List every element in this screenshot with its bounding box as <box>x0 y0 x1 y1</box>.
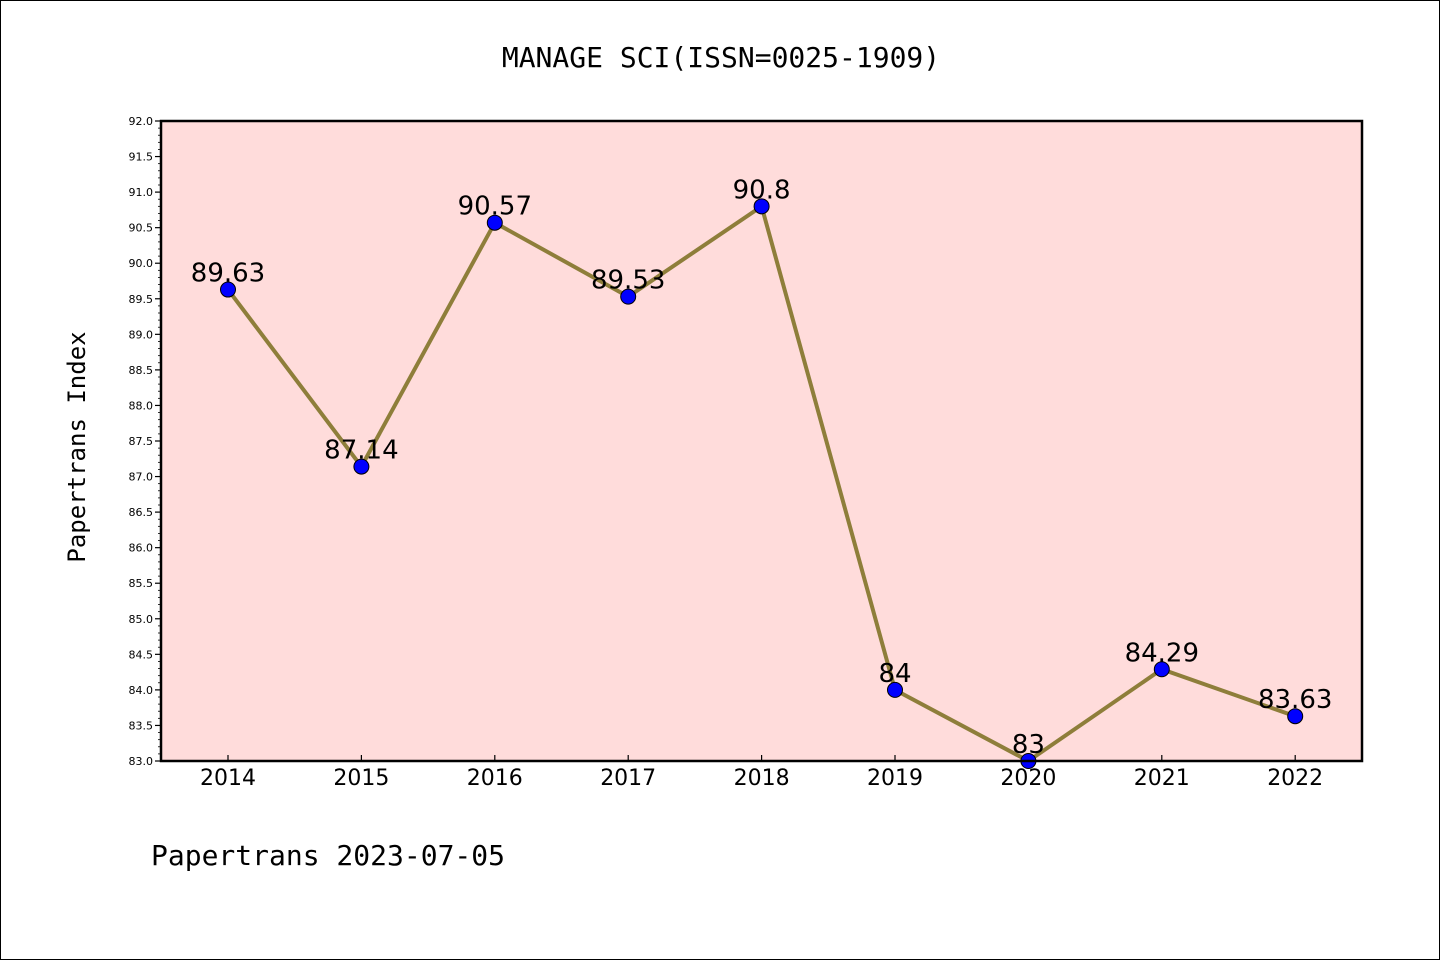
x-tick-label: 2017 <box>600 766 656 791</box>
data-points <box>220 198 1304 769</box>
data-label: 89.53 <box>591 266 665 296</box>
data-point <box>1287 708 1304 725</box>
data-label: 83.63 <box>1258 685 1332 715</box>
y-tick-label: 84.0 <box>129 684 154 697</box>
data-labels: 89.63 87.14 90.57 89.53 90.8 84 83 84.29 83.63 <box>191 175 1333 760</box>
data-label: 90.57 <box>458 192 532 222</box>
x-tick-label: 2014 <box>200 766 256 791</box>
data-label: 89.63 <box>191 259 265 289</box>
y-axis: 83.0 83.5 84.0 84.5 85.0 85.5 86.0 86.5 87.0 87.5… <box>129 115 161 768</box>
y-tick-label: 90.5 <box>129 222 154 235</box>
x-tick-label: 2019 <box>867 766 923 791</box>
y-tick-label: 83.0 <box>129 755 154 768</box>
data-label: 87.14 <box>324 436 398 466</box>
x-tick-label: 2022 <box>1267 766 1323 791</box>
y-tick-label: 86.0 <box>129 542 154 555</box>
y-tick-label: 85.5 <box>129 577 154 590</box>
y-tick-label: 92.0 <box>129 115 154 128</box>
x-tick-label: 2016 <box>467 766 523 791</box>
footer-note: Papertrans 2023-07-05 <box>151 839 505 872</box>
data-point <box>620 288 637 305</box>
y-tick-label: 88.0 <box>129 399 154 412</box>
x-axis: 2014 2015 2016 2017 2018 2019 2020 2021 2022 <box>200 755 1323 791</box>
data-point <box>1153 661 1170 678</box>
data-point <box>353 458 370 475</box>
y-tick-label: 86.5 <box>129 506 154 519</box>
y-tick-label: 87.0 <box>129 471 154 484</box>
y-tick-label: 87.5 <box>129 435 154 448</box>
data-point <box>887 681 903 698</box>
y-tick-label: 90.0 <box>129 257 154 270</box>
plot-area <box>161 121 1362 761</box>
x-tick-label: 2015 <box>333 766 389 791</box>
x-tick-label: 2020 <box>1000 766 1056 791</box>
data-point <box>220 281 236 298</box>
y-tick-label: 83.5 <box>129 719 154 732</box>
data-label: 84.29 <box>1125 638 1199 668</box>
y-tick-label: 84.5 <box>129 648 154 661</box>
data-point <box>486 214 503 231</box>
y-tick-label: 89.0 <box>129 328 154 341</box>
data-label: 83 <box>1012 730 1045 760</box>
chart-title: MANAGE SCI(ISSN=0025-1909) <box>502 41 940 74</box>
data-point <box>753 198 770 215</box>
y-tick-label: 89.5 <box>129 293 154 306</box>
data-label: 90.8 <box>733 175 791 205</box>
y-tick-label: 88.5 <box>129 364 154 377</box>
data-label: 84 <box>878 659 911 689</box>
x-tick-label: 2021 <box>1134 766 1190 791</box>
y-tick-label: 91.5 <box>129 151 154 164</box>
y-tick-label: 91.0 <box>129 186 154 199</box>
x-tick-label: 2018 <box>734 766 790 791</box>
y-axis-label: Papertrans Index <box>63 331 91 562</box>
plot-frame <box>159 119 1364 763</box>
y-tick-label: 85.0 <box>129 613 154 626</box>
